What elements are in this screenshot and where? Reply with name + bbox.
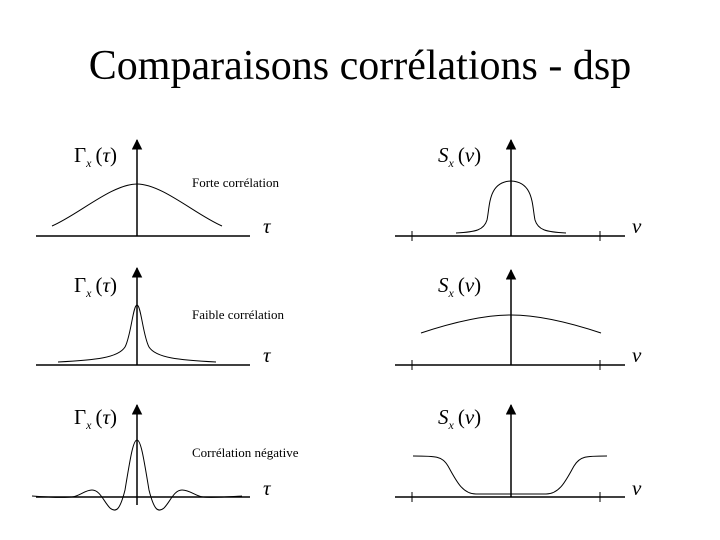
nu-axis-label: ν [632, 214, 642, 238]
psd-plot-strong: Sx (ν) ν [395, 138, 642, 241]
autocorr-label: Γx (τ) [74, 273, 117, 300]
autocorr-curve-weak [57, 304, 217, 363]
nu-axis-label: ν [632, 343, 642, 367]
psd-label: Sx (ν) [438, 143, 481, 170]
psd-curve-negative [412, 455, 608, 495]
autocorr-curve-strong [51, 183, 223, 227]
autocorr-plot-strong: Γx (τ) τ [36, 138, 272, 238]
psd-label: Sx (ν) [438, 273, 481, 300]
row-label-negative: Corrélation négative [192, 445, 299, 460]
slide-title: Comparaisons corrélations - dsp [88, 43, 632, 89]
autocorr-curve-negative [31, 439, 243, 511]
autocorr-plot-negative: Γx (τ) τ [31, 403, 272, 511]
psd-curve-strong [455, 180, 567, 234]
row-label-strong: Forte corrélation [192, 175, 279, 190]
row-label-weak: Faible corrélation [192, 307, 285, 322]
psd-curve-weak [420, 314, 602, 334]
psd-plot-negative: Sx (ν) ν [395, 403, 642, 502]
autocorr-label: Γx (τ) [74, 143, 117, 170]
psd-label: Sx (ν) [438, 405, 481, 432]
tau-axis-label: τ [263, 343, 272, 367]
psd-plot-weak: Sx (ν) ν [395, 268, 642, 370]
autocorr-label: Γx (τ) [74, 405, 117, 432]
tau-axis-label: τ [263, 476, 272, 500]
nu-axis-label: ν [632, 476, 642, 500]
tau-axis-label: τ [263, 214, 272, 238]
autocorr-plot-weak: Γx (τ) τ [36, 266, 272, 367]
